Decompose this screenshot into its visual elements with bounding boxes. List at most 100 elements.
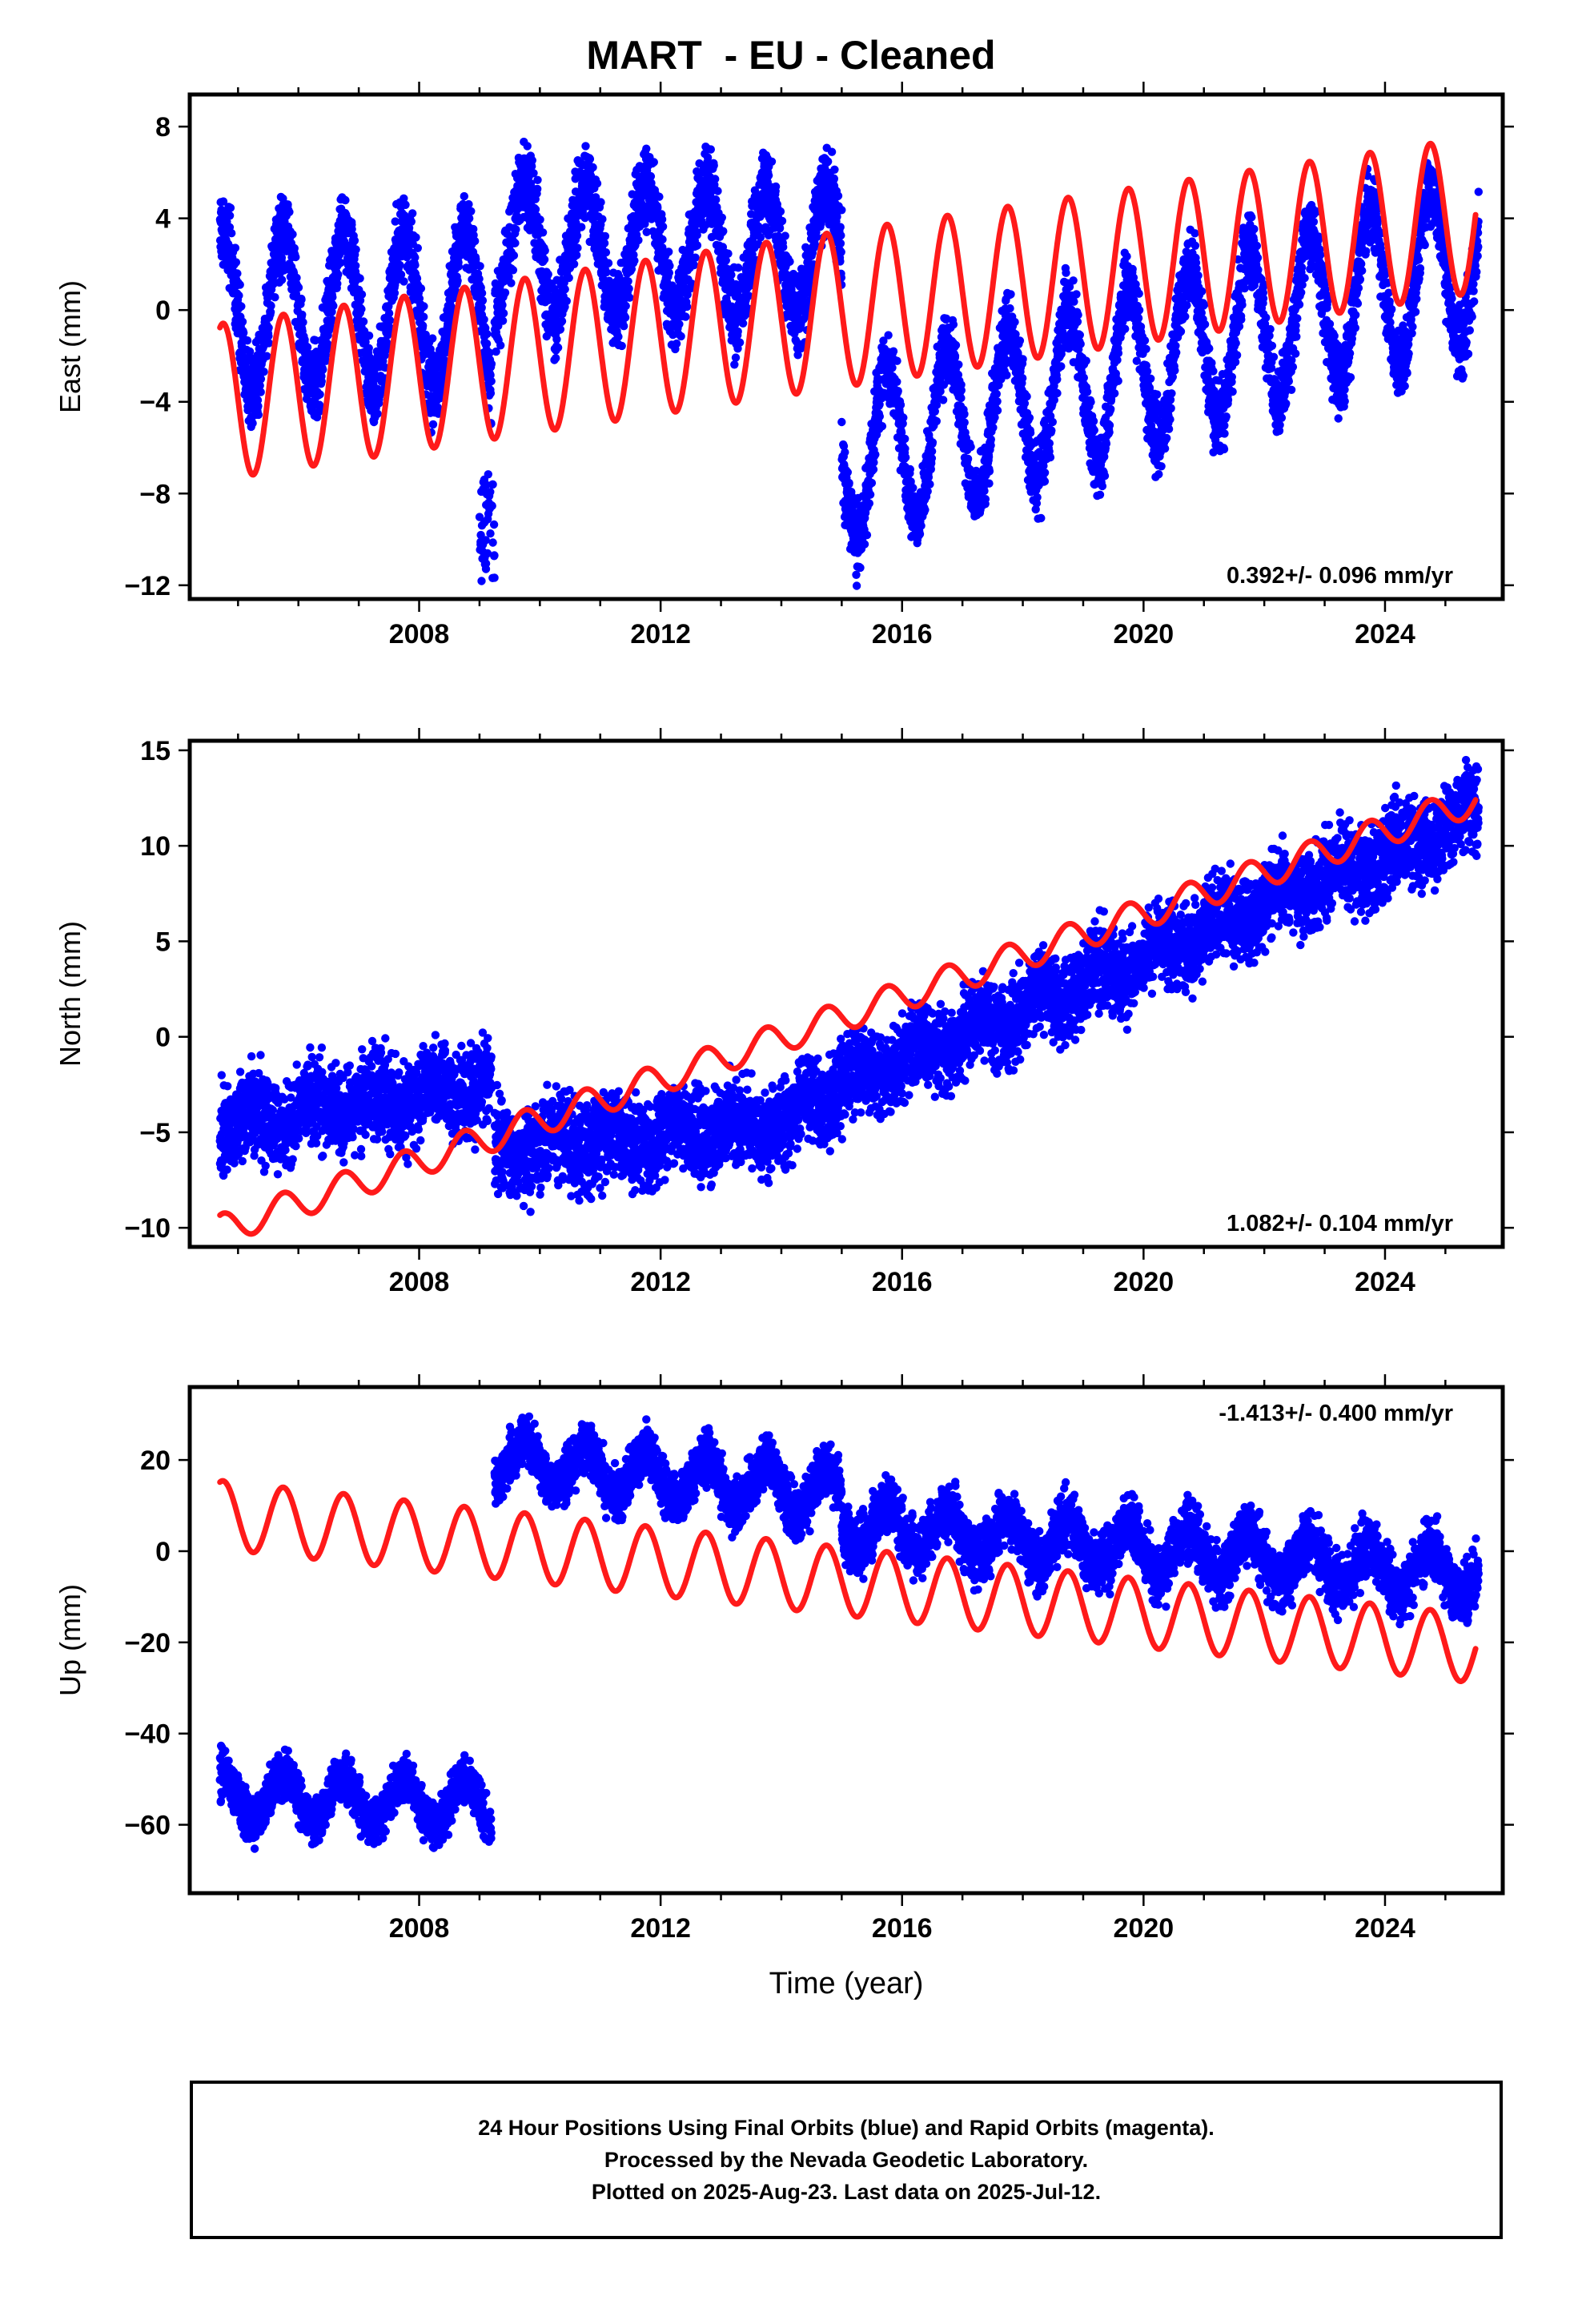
- observation-point: [390, 288, 400, 298]
- observation-point: [588, 163, 597, 172]
- observation-point: [592, 179, 602, 188]
- observation-point: [833, 191, 843, 200]
- observation-point: [336, 258, 345, 267]
- observation-point: [248, 419, 257, 428]
- observation-point: [884, 331, 893, 340]
- observation-point: [572, 231, 582, 240]
- observation-point: [243, 336, 252, 345]
- observation-point: [1089, 416, 1098, 426]
- observation-point: [496, 341, 505, 350]
- observation-point: [487, 376, 496, 386]
- observation-point: [1111, 369, 1121, 378]
- observation-point: [219, 197, 228, 206]
- observation-point: [1110, 389, 1119, 398]
- observation-point: [957, 386, 966, 395]
- observation-point: [512, 225, 520, 234]
- observation-point: [986, 435, 996, 444]
- observation-point: [357, 290, 367, 299]
- observation-point: [600, 231, 610, 241]
- observation-point: [845, 478, 853, 488]
- observation-point: [486, 388, 496, 398]
- observation-point: [322, 356, 331, 365]
- observation-point: [624, 284, 633, 293]
- observation-point: [1057, 362, 1066, 371]
- observation-point: [682, 302, 692, 312]
- observation-point: [917, 521, 926, 530]
- observation-point: [420, 302, 428, 311]
- observation-point: [400, 194, 408, 203]
- observation-point: [675, 320, 684, 328]
- observation-point: [992, 389, 1002, 399]
- observation-point: [285, 207, 294, 216]
- observation-point: [852, 581, 861, 590]
- observation-point: [373, 409, 382, 418]
- observation-point: [487, 360, 496, 368]
- observation-point: [871, 450, 880, 459]
- observation-point: [717, 213, 726, 222]
- observation-point: [724, 249, 733, 258]
- observation-point: [985, 467, 994, 476]
- observation-point: [347, 225, 356, 234]
- observation-point: [1095, 490, 1105, 499]
- observation-point: [981, 495, 990, 504]
- observation-point: [950, 352, 960, 360]
- observation-point: [508, 266, 518, 275]
- observation-point: [267, 301, 275, 311]
- observation-point: [893, 387, 902, 396]
- observation-point: [634, 235, 643, 245]
- observation-point: [226, 203, 235, 212]
- observation-point: [416, 284, 426, 293]
- observation-point: [291, 252, 300, 262]
- observation-point: [601, 248, 611, 257]
- observation-point: [681, 312, 690, 321]
- observation-point: [1018, 355, 1027, 364]
- observation-point: [433, 403, 442, 412]
- observation-point: [738, 319, 748, 328]
- observation-point: [235, 280, 244, 289]
- observation-point: [731, 353, 741, 362]
- observation-point: [511, 239, 520, 247]
- observation-point: [867, 478, 877, 488]
- observation-point: [560, 285, 569, 294]
- observation-point: [709, 161, 718, 170]
- observation-point: [954, 360, 963, 369]
- observation-point: [465, 214, 474, 223]
- observation-point: [292, 273, 301, 283]
- observation-point: [1010, 317, 1019, 327]
- observation-point: [779, 243, 788, 251]
- observation-point: [316, 404, 325, 412]
- observation-point: [625, 293, 634, 302]
- observation-point: [271, 293, 279, 302]
- observation-point: [812, 232, 821, 242]
- observation-point: [1062, 268, 1070, 277]
- observation-point: [451, 286, 460, 295]
- observation-point: [411, 253, 420, 262]
- observation-point: [1074, 311, 1082, 320]
- observation-point: [1102, 439, 1111, 448]
- observation-point: [824, 157, 833, 166]
- observation-point: [464, 199, 473, 209]
- observation-point: [926, 480, 934, 489]
- observation-point: [860, 540, 869, 549]
- observation-point: [727, 271, 736, 279]
- observation-point: [401, 200, 410, 209]
- observation-point: [412, 233, 420, 242]
- observation-point: [901, 434, 909, 444]
- observation-point: [231, 258, 241, 267]
- observation-point: [297, 296, 306, 304]
- observation-point: [413, 243, 422, 252]
- observation-point: [573, 243, 582, 252]
- observation-point: [735, 338, 745, 347]
- observation-point: [921, 505, 930, 514]
- observation-point: [1048, 417, 1058, 427]
- observation-point: [259, 368, 268, 376]
- observation-point: [781, 231, 789, 240]
- observation-point: [993, 397, 1002, 406]
- observation-point: [963, 454, 973, 464]
- observation-point: [245, 347, 255, 356]
- observation-point: [1046, 452, 1055, 462]
- observation-point: [239, 328, 248, 337]
- observation-point: [856, 563, 865, 573]
- observation-point: [350, 236, 359, 245]
